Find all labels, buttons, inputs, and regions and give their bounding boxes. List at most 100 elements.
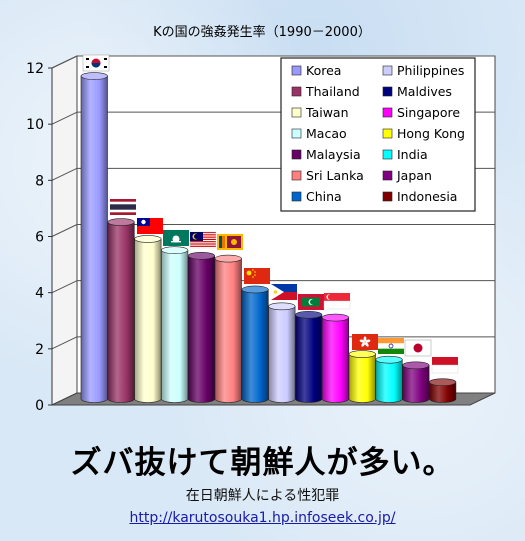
bar-body — [161, 249, 189, 403]
bar-body — [321, 317, 349, 403]
china-flag — [244, 268, 270, 284]
legend-swatch — [382, 191, 393, 202]
legend-label: Taiwan — [305, 105, 349, 120]
legend-swatch — [291, 86, 302, 97]
gridline-side — [51, 111, 78, 125]
legend-label: Sri Lanka — [306, 168, 364, 183]
bar-malaysia — [187, 251, 215, 403]
bar-top — [348, 350, 376, 358]
legend-item-philippines: Philippines — [382, 63, 464, 78]
legend-swatch — [291, 65, 302, 76]
legend-label: China — [306, 189, 342, 204]
headline: ズバ抜けて朝鮮人が多い。 — [70, 445, 455, 481]
bar-body — [241, 289, 269, 403]
legend-swatch — [382, 149, 393, 160]
legend-item-thailand: Thailand — [291, 84, 360, 99]
indonesia-flag — [431, 357, 459, 374]
singapore-flag — [323, 293, 351, 310]
taiwan-flag — [137, 218, 163, 234]
bar-top — [134, 235, 162, 243]
gridline-side — [51, 55, 78, 69]
sri-lanka-flag — [217, 234, 243, 250]
legend-label: Singapore — [397, 105, 460, 120]
gridline-side — [51, 336, 78, 350]
legend-label: Indonesia — [397, 189, 457, 204]
legend-item-malaysia: Malaysia — [291, 147, 361, 162]
legend-swatch — [382, 128, 393, 139]
bar-top — [187, 251, 215, 260]
legend-box — [280, 57, 476, 212]
bar-maldives — [295, 310, 323, 403]
legend-item-hong-kong: Hong Kong — [382, 126, 465, 141]
gridline-side — [51, 280, 78, 294]
legend-swatch — [382, 65, 393, 76]
bar-top — [295, 310, 323, 319]
bar-macao — [161, 246, 189, 403]
bar-body — [107, 221, 135, 403]
legend-item-sri-lanka: Sri Lanka — [291, 168, 364, 183]
hong-kong-flag — [352, 334, 378, 350]
y-tick-label: 0 — [35, 398, 44, 414]
korea-flag — [82, 54, 110, 72]
legend-label: India — [397, 147, 428, 162]
y-tick-label: 10 — [26, 117, 44, 133]
philippines-flag — [271, 284, 297, 300]
legend-item-taiwan: Taiwan — [291, 105, 349, 120]
india-flag — [378, 338, 404, 354]
bar-japan — [402, 361, 430, 403]
bar-top — [321, 313, 350, 322]
legend-item-indonesia: Indonesia — [382, 189, 457, 204]
bar-top — [241, 285, 269, 294]
bar-body — [348, 353, 376, 403]
macao-flag — [163, 230, 189, 246]
legend-label: Thailand — [305, 84, 360, 99]
legend-swatch — [291, 128, 302, 139]
maldives-flag — [298, 294, 324, 310]
thailand-flag — [110, 199, 136, 215]
bar-body — [402, 365, 430, 403]
y-tick-label: 6 — [35, 230, 44, 246]
bar-indonesia — [429, 378, 457, 403]
chart-title: Kの国の強姦発生率（1990－2000） — [153, 24, 371, 40]
legend-swatch — [382, 107, 393, 118]
y-tick-label: 4 — [35, 286, 44, 302]
legend-label: Japan — [396, 168, 432, 183]
legend-swatch — [291, 107, 302, 118]
bar-top — [161, 246, 189, 254]
y-tick-label: 12 — [26, 61, 44, 77]
legend-label: Maldives — [397, 84, 452, 99]
legend-item-macao: Macao — [291, 126, 347, 141]
legend-swatch — [382, 86, 393, 97]
bar-top — [107, 218, 135, 226]
source-link[interactable]: http://karutosouka1.hp.infoseek.co.jp/ — [129, 510, 396, 526]
bar-body — [375, 359, 403, 403]
bar-india — [375, 355, 403, 403]
malaysia-flag — [189, 231, 217, 249]
legend-label: Macao — [306, 126, 347, 141]
bar-sri-lanka — [214, 254, 242, 403]
legend-item-singapore: Singapore — [382, 105, 460, 120]
bar-top — [375, 355, 403, 364]
bar-top — [402, 361, 430, 370]
japan-flag — [404, 339, 432, 357]
subtitle: 在日朝鮮人による性犯罪 — [185, 488, 340, 504]
bar-body — [214, 258, 242, 403]
bar-korea — [80, 72, 108, 403]
bar-body — [80, 75, 108, 403]
legend-item-china: China — [291, 189, 342, 204]
legend-swatch — [291, 191, 302, 202]
bar-hong-kong — [348, 350, 376, 403]
y-tick-label: 2 — [35, 342, 44, 358]
gridline-side — [51, 167, 78, 181]
legend-label: Hong Kong — [397, 126, 465, 141]
bar-top — [429, 378, 457, 386]
legend-swatch — [382, 170, 393, 181]
bar-body — [295, 314, 323, 403]
bar-philippines — [268, 302, 296, 403]
bar-body — [187, 255, 215, 403]
bar-chart: Kの国の強姦発生率（1990－2000） 0 2 4 6 8 10 12 Korea Phil… — [26, 24, 496, 414]
legend-item-korea: Korea — [291, 63, 341, 78]
legend-item-japan: Japan — [382, 168, 432, 183]
bar-body — [268, 306, 296, 403]
legend-label: Philippines — [397, 63, 464, 78]
